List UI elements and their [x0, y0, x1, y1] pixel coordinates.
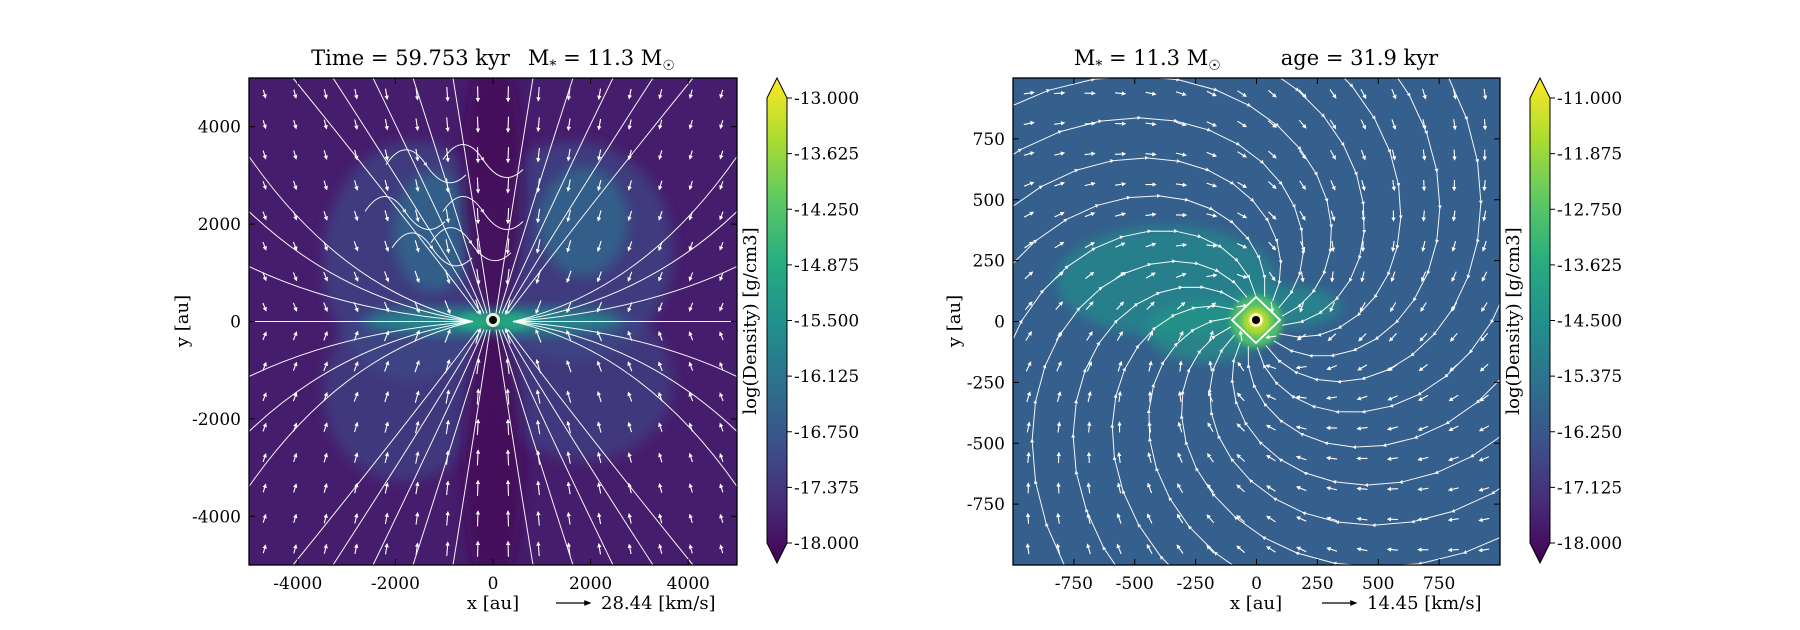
x-tick-label: 4000 [667, 574, 710, 594]
y-tick-label: 4000 [198, 118, 241, 138]
y-tick-label: -750 [967, 495, 1005, 515]
colorbar-tick-label: -15.375 [1557, 367, 1622, 387]
velocity-vectors-left [262, 86, 724, 557]
colorbar-ticks-left: -13.000 -13.625 -14.250 -14.875 -15.500 -16.1… [787, 89, 859, 554]
colorbar-tick-label: -16.750 [794, 423, 859, 443]
right-panel: -750 -500 -250 0 250 500 750 750 500 250 0 -250 -50… [944, 46, 1622, 614]
colorbar-tick-label: -11.000 [1557, 89, 1622, 109]
x-tick-label: -2000 [371, 574, 420, 594]
quiver-key-label-right: 14.45 [km/s] [1367, 593, 1482, 614]
colorbar-ticks-right: -11.000 -11.875 -12.750 -13.625 -14.500 -15.3… [1550, 89, 1622, 554]
y-tick-label: 2000 [198, 215, 241, 235]
colorbar-tick-label: -17.375 [794, 478, 859, 498]
x-tick-label: -4000 [273, 574, 322, 594]
colorbar-tick-label: -18.000 [1557, 534, 1622, 554]
x-ticks-left: -4000 -2000 0 2000 4000 [273, 78, 710, 594]
x-tick-label: -750 [1055, 574, 1093, 594]
x-tick-label: 500 [1362, 574, 1394, 594]
x-tick-label: 2000 [569, 574, 612, 594]
x-tick-label: 0 [488, 574, 499, 594]
chart-title-right: M* = 11.3 M☉ age = 31.9 kyr [1074, 46, 1439, 74]
colorbar-body-right [1529, 76, 1551, 565]
x-tick-label: -500 [1116, 574, 1154, 594]
colorbar-label-left: log(Density) [g/cm3] [740, 227, 761, 414]
y-tick-label: 0 [994, 313, 1005, 333]
colorbar-label-right: log(Density) [g/cm3] [1503, 227, 1524, 414]
streamlines-right [1013, 78, 1500, 565]
y-tick-label: -2000 [192, 410, 241, 430]
x-tick-label: 250 [1301, 574, 1333, 594]
y-tick-label: -250 [967, 373, 1005, 393]
colorbar-tick-label: -13.625 [1557, 256, 1622, 276]
x-tick-label: 0 [1251, 574, 1262, 594]
colorbar-tick-label: -13.000 [794, 89, 859, 109]
colorbar-tick-label: -14.875 [794, 256, 859, 276]
sink-particle-right [1230, 295, 1282, 345]
x-tick-label: 750 [1423, 574, 1455, 594]
x-ticks-right: -750 -500 -250 0 250 500 750 [1055, 78, 1455, 594]
streamlines-left [249, 78, 737, 565]
colorbar-tick-label: -11.875 [1557, 145, 1622, 165]
quiver-key-left: 28.44 [km/s] [556, 593, 716, 614]
y-ticks-left: 4000 2000 0 -2000 -4000 [192, 118, 737, 527]
y-tick-label: -500 [967, 434, 1005, 454]
colorbar-body-left [766, 76, 788, 565]
colorbar-tick-label: -16.125 [794, 367, 859, 387]
y-tick-label: 500 [973, 191, 1005, 211]
colorbar-right: -11.000 -11.875 -12.750 -13.625 -14.500 -15.3… [1503, 76, 1622, 565]
y-tick-label: -4000 [192, 507, 241, 527]
y-tick-label: 750 [973, 130, 1005, 150]
velocity-vectors-right [1023, 88, 1490, 555]
colorbar-left: -13.000 -13.625 -14.250 -14.875 -15.500 -16.1… [740, 76, 859, 565]
quiver-key-right: 14.45 [km/s] [1322, 593, 1482, 614]
x-axis-label-right: x [au] [1230, 593, 1282, 614]
y-tick-label: 0 [230, 313, 241, 333]
colorbar-tick-label: -18.000 [794, 534, 859, 554]
colorbar-tick-label: -17.125 [1557, 478, 1622, 498]
x-axis-label-left: x [au] [467, 593, 519, 614]
y-axis-label-right: y [au] [944, 295, 965, 348]
chart-title-left: Time = 59.753 kyr M* = 11.3 M☉ [311, 46, 675, 74]
y-ticks-right: 750 500 250 0 -250 -500 -750 [967, 130, 1500, 515]
colorbar-tick-label: -13.625 [794, 145, 859, 165]
quiver-key-label-left: 28.44 [km/s] [601, 593, 716, 614]
y-tick-label: 250 [973, 252, 1005, 272]
colorbar-tick-label: -12.750 [1557, 200, 1622, 220]
y-axis-label-left: y [au] [172, 295, 193, 348]
colorbar-tick-label: -16.250 [1557, 423, 1622, 443]
x-tick-label: -250 [1177, 574, 1215, 594]
colorbar-tick-label: -15.500 [794, 312, 859, 332]
left-panel: -4000 -2000 0 2000 4000 400020000-2000-4000 … [172, 46, 859, 614]
sink-particle-left [486, 313, 500, 327]
colorbar-tick-label: -14.250 [794, 200, 859, 220]
colorbar-tick-label: -14.500 [1557, 312, 1622, 332]
